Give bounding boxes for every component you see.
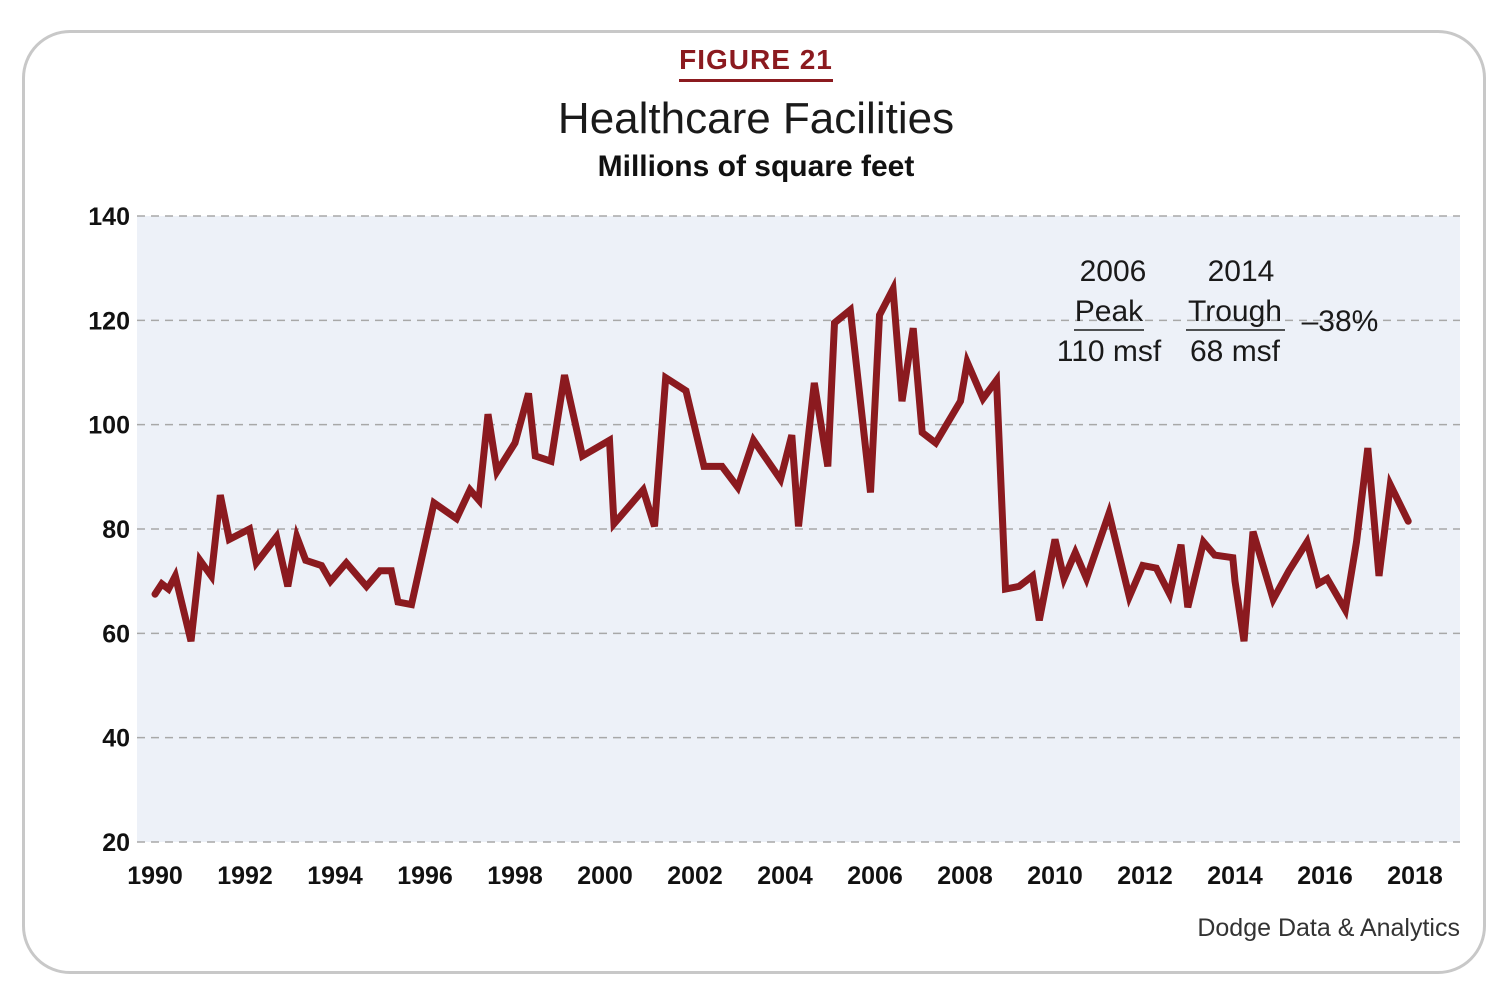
- gridlines: [137, 215, 1460, 843]
- x-tick-label: 1996: [397, 862, 453, 890]
- annotation-trough-value: 68 msf: [1190, 335, 1281, 368]
- x-tick-label: 2000: [577, 862, 633, 890]
- figure-label: FIGURE 21: [0, 44, 1512, 82]
- x-tick-label: 2002: [667, 862, 723, 890]
- annotation-peak-value: 110 msf: [1057, 335, 1162, 368]
- x-tick-label: 2012: [1117, 862, 1173, 890]
- x-tick-label: 2008: [937, 862, 993, 890]
- y-tick-label: 140: [88, 203, 130, 231]
- x-tick-label: 2006: [847, 862, 903, 890]
- peak-trough-annotation: 2006 Peak 110 msf 2014 Trough 68 msf –38…: [1057, 255, 1379, 368]
- x-tick-label: 2018: [1387, 862, 1443, 890]
- x-tick-label: 2010: [1027, 862, 1083, 890]
- x-tick-label: 2014: [1207, 862, 1263, 890]
- y-tick-label: 40: [102, 725, 130, 753]
- chart-subtitle: Millions of square feet: [597, 150, 915, 183]
- chart-title: Healthcare Facilities: [557, 94, 955, 143]
- annotation-trough-label: Trough: [1188, 295, 1282, 328]
- x-tick-label: 1998: [487, 862, 543, 890]
- y-tick-label: 100: [88, 412, 130, 440]
- x-tick-label: 2016: [1297, 862, 1353, 890]
- annotation-peak-label: Peak: [1075, 295, 1144, 328]
- y-tick-label: 120: [88, 307, 130, 335]
- annotation-change: –38%: [1302, 305, 1379, 338]
- y-axis-ticks: 20 40 60 80 100 120 140: [88, 203, 130, 857]
- annotation-peak-year: 2006: [1080, 255, 1147, 288]
- x-tick-label: 1994: [307, 862, 363, 890]
- y-tick-label: 80: [102, 516, 130, 544]
- source-credit: Dodge Data & Analytics: [1197, 914, 1460, 942]
- x-tick-label: 2004: [757, 862, 813, 890]
- y-tick-label: 60: [102, 620, 130, 648]
- series-line-healthcare: [151, 276, 1412, 643]
- x-tick-label: 1990: [127, 862, 183, 890]
- x-axis-ticks: 1990 1992 1994 1996 1998 2000 2002 2004 2006 2008…: [127, 862, 1443, 890]
- y-tick-label: 20: [102, 829, 130, 857]
- x-tick-label: 1992: [217, 862, 273, 890]
- annotation-trough-year: 2014: [1208, 255, 1275, 288]
